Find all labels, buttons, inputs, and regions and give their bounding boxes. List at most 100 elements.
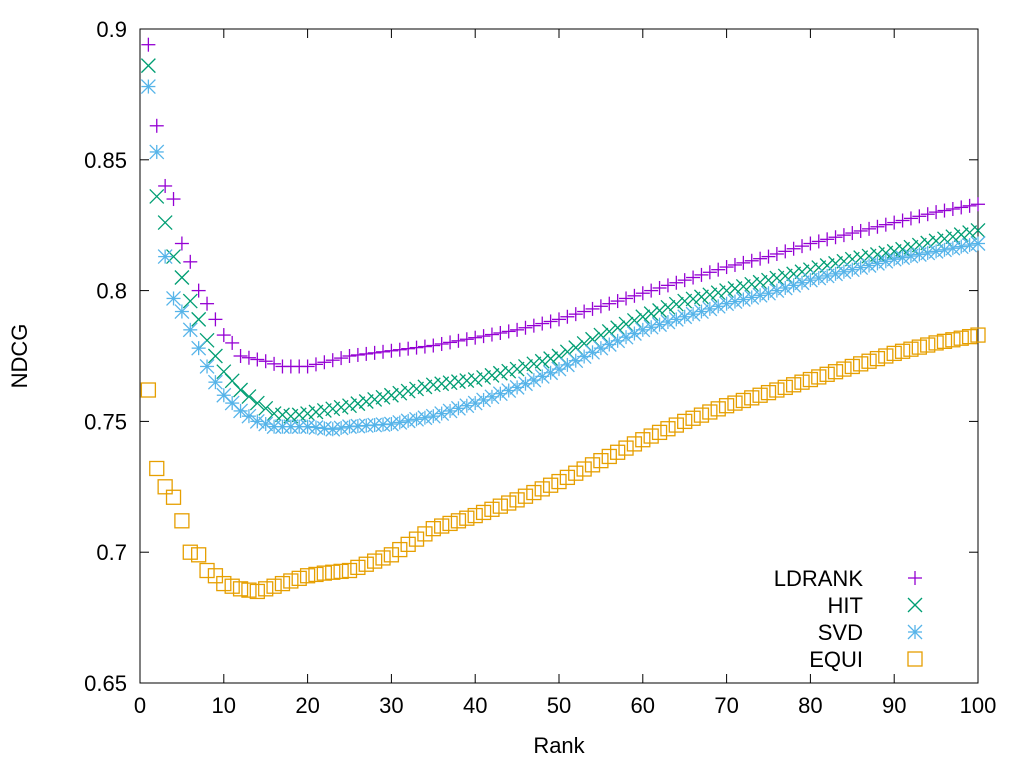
x-tick-label: 10 bbox=[212, 693, 236, 718]
data-point-ldrank bbox=[493, 325, 508, 340]
data-point-ldrank bbox=[686, 270, 701, 285]
data-point-equi bbox=[316, 565, 333, 581]
data-point-equi bbox=[526, 484, 542, 501]
data-point-svd bbox=[643, 319, 659, 335]
data-point-ldrank bbox=[862, 221, 877, 236]
data-point-equi bbox=[408, 531, 425, 547]
data-point-svd bbox=[702, 301, 718, 317]
data-point-equi bbox=[442, 515, 458, 532]
data-point-equi bbox=[224, 578, 240, 594]
data-point-hit bbox=[182, 293, 198, 309]
data-point-ldrank bbox=[191, 283, 206, 298]
legend-label-svd: SVD bbox=[818, 620, 863, 645]
data-point-hit bbox=[417, 379, 433, 395]
data-point-equi bbox=[584, 457, 601, 473]
data-point-ldrank bbox=[158, 178, 173, 193]
data-point-hit bbox=[166, 249, 181, 265]
data-point-hit bbox=[392, 385, 408, 401]
data-point-equi bbox=[643, 428, 659, 444]
data-point-svd bbox=[518, 376, 533, 392]
series-equi bbox=[140, 327, 986, 600]
data-point-ldrank bbox=[610, 294, 625, 309]
data-point-hit bbox=[358, 394, 374, 409]
data-point-equi bbox=[903, 341, 919, 357]
data-point-equi bbox=[383, 547, 400, 563]
data-point-equi bbox=[752, 387, 768, 403]
data-point-equi bbox=[266, 578, 282, 594]
data-point-hit bbox=[668, 296, 684, 312]
data-point-ldrank bbox=[811, 234, 826, 249]
data-point-equi bbox=[392, 541, 408, 558]
data-point-hit bbox=[626, 312, 642, 328]
data-point-ldrank bbox=[820, 232, 835, 247]
data-point-ldrank bbox=[937, 203, 952, 218]
data-point-hit bbox=[174, 270, 190, 285]
data-point-ldrank bbox=[367, 345, 382, 360]
data-point-hit bbox=[702, 287, 718, 303]
y-tick-label: 0.65 bbox=[84, 671, 127, 696]
data-point-equi bbox=[836, 361, 852, 377]
data-point-equi bbox=[459, 510, 475, 526]
data-point-equi bbox=[886, 345, 902, 362]
data-point-equi bbox=[760, 384, 777, 401]
data-point-ldrank bbox=[778, 244, 793, 259]
data-point-ldrank bbox=[376, 344, 391, 359]
data-point-svd bbox=[752, 287, 768, 303]
data-point-hit bbox=[191, 311, 207, 327]
data-point-equi bbox=[517, 488, 534, 504]
data-point-hit bbox=[618, 316, 634, 332]
data-point-equi bbox=[542, 477, 559, 493]
data-point-hit bbox=[467, 372, 483, 388]
data-point-equi bbox=[911, 339, 927, 355]
data-point-svd bbox=[970, 236, 986, 251]
data-point-equi bbox=[467, 507, 483, 524]
data-point-svd bbox=[811, 270, 827, 286]
data-point-svd bbox=[819, 268, 835, 284]
data-point-ldrank bbox=[619, 291, 634, 306]
data-point-ldrank bbox=[451, 333, 466, 348]
data-point-svd bbox=[828, 266, 843, 282]
data-point-hit bbox=[484, 367, 500, 383]
data-point-hit bbox=[660, 299, 676, 315]
data-point-equi bbox=[945, 332, 961, 348]
y-tick-label: 0.8 bbox=[96, 279, 127, 304]
data-point-ldrank bbox=[141, 37, 156, 52]
data-point-ldrank bbox=[552, 312, 566, 327]
data-point-hit bbox=[383, 387, 399, 403]
data-point-equi bbox=[165, 489, 182, 505]
data-point-svd bbox=[140, 79, 156, 95]
data-point-equi bbox=[610, 444, 626, 460]
data-point-hit bbox=[601, 323, 617, 339]
data-point-hit bbox=[509, 361, 525, 377]
data-point-svd bbox=[660, 314, 676, 330]
data-point-ldrank bbox=[635, 286, 650, 301]
data-point-equi bbox=[450, 513, 467, 529]
data-point-equi bbox=[568, 465, 584, 481]
data-point-ldrank bbox=[342, 349, 357, 363]
data-point-svd bbox=[710, 298, 726, 314]
data-point-equi bbox=[434, 518, 450, 534]
data-point-hit bbox=[157, 215, 173, 231]
data-point-equi bbox=[827, 364, 844, 380]
data-point-svd bbox=[450, 400, 466, 416]
data-point-equi bbox=[366, 553, 383, 569]
data-point-hit bbox=[400, 383, 416, 399]
data-point-equi bbox=[551, 473, 567, 490]
data-point-equi bbox=[744, 390, 760, 406]
data-point-ldrank bbox=[334, 351, 349, 366]
data-point-ldrank bbox=[803, 236, 818, 251]
data-point-equi bbox=[928, 335, 944, 351]
data-point-equi bbox=[651, 424, 668, 441]
data-point-hit bbox=[140, 58, 156, 74]
data-point-equi bbox=[325, 564, 341, 580]
data-point-hit bbox=[149, 188, 165, 204]
data-point-ldrank bbox=[149, 118, 164, 133]
legend-marker-hit bbox=[907, 597, 923, 613]
data-point-ldrank bbox=[660, 278, 675, 293]
data-point-svd bbox=[652, 317, 668, 333]
data-point-ldrank bbox=[711, 262, 726, 277]
data-point-ldrank bbox=[644, 283, 659, 298]
data-point-equi bbox=[618, 440, 634, 456]
data-point-equi bbox=[853, 356, 869, 372]
